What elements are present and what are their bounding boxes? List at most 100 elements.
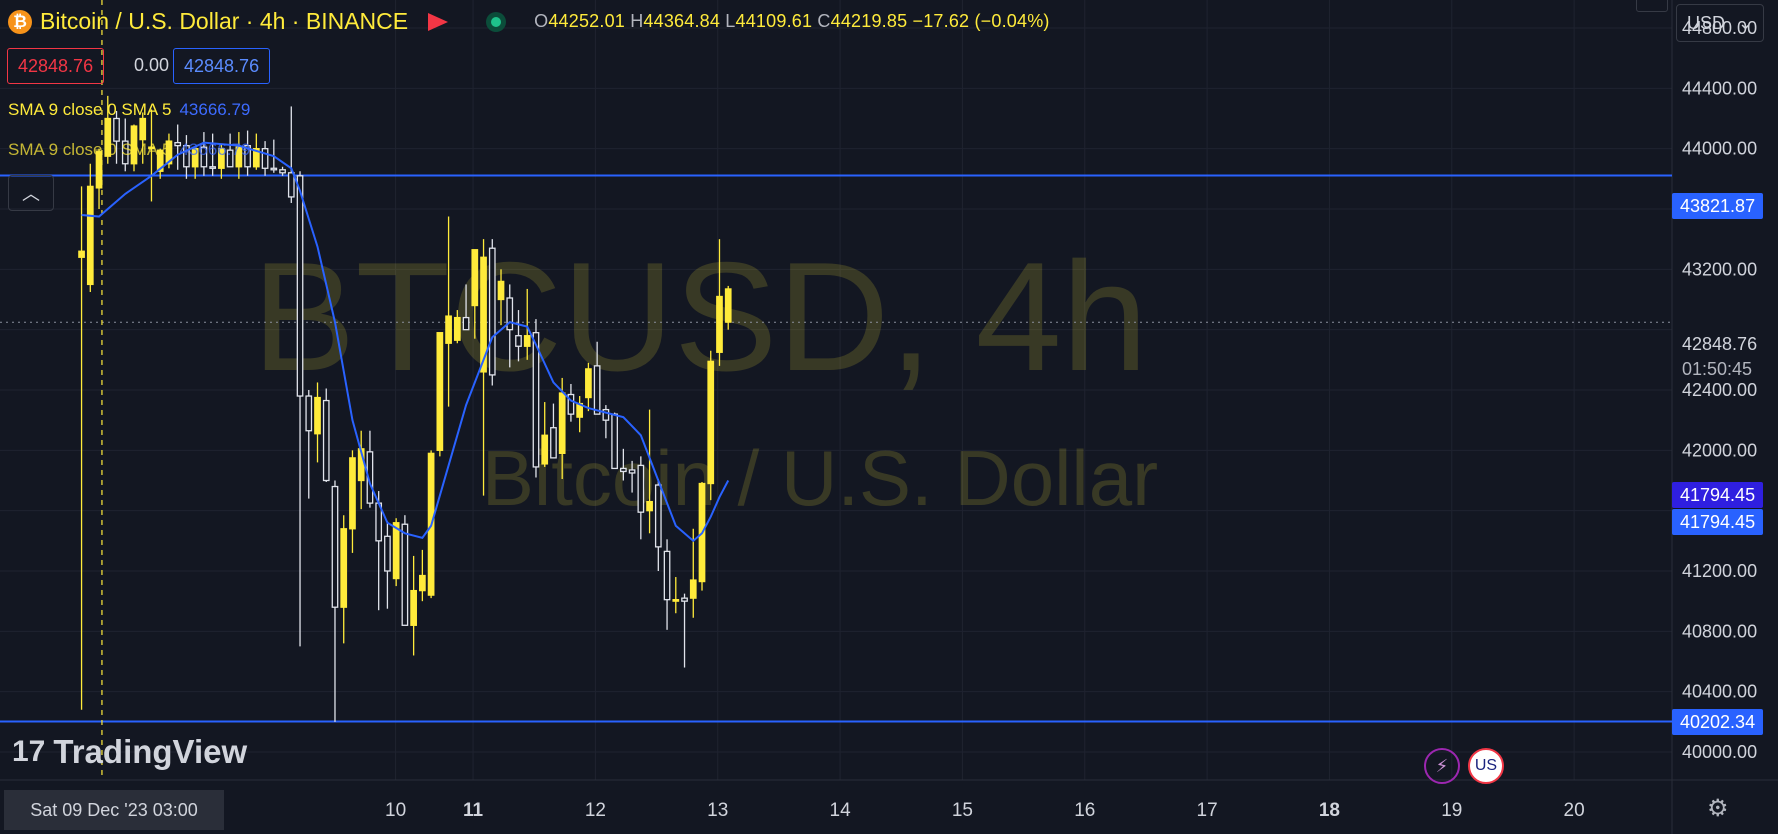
candle-body [619,467,627,473]
candle [200,132,208,176]
symbol-watermark: BTCUSD, 4h Bitcoin / U.S. Dollar [252,230,1158,522]
low-value: 44109.61 [735,11,813,31]
candle [654,478,662,571]
candle-body [401,523,409,626]
candle-body [183,144,190,168]
candle-body [567,393,575,415]
flag-icon[interactable] [428,12,449,31]
candle [593,341,601,415]
candle-body [384,535,391,572]
upper-line-tag[interactable]: 43821.87 [1672,193,1764,219]
candle-body [541,434,549,465]
candle [550,403,557,459]
price-tick-label: 40800.00 [1682,621,1757,641]
candle [515,310,522,362]
horizontal-lines[interactable] [0,174,1672,723]
candle [331,480,339,722]
candle [480,239,487,496]
candle [602,405,610,439]
candle [585,362,592,412]
sma-legend-value: 43666.79 [179,100,251,119]
candle-body [78,250,85,258]
candle [113,110,120,164]
candle-body [174,141,182,147]
tradingview-logo-text: TradingView [53,733,248,770]
buy-button[interactable]: 42848.76 [173,48,271,84]
time-axis-labels: 10 11 12 13 14 15 16 17 18 19 20 [385,800,1585,821]
candle-body [226,149,234,168]
candle-body [628,469,636,474]
time-tick-label: 12 [585,800,606,821]
candle [121,118,129,172]
candle-body [252,148,260,168]
candle-body [200,146,208,168]
candle-body [654,484,662,548]
candle-body [488,247,496,376]
sell-button[interactable]: 42848.76 [7,48,105,84]
candle-body [244,144,251,168]
candle-body [366,451,374,504]
bitcoin-icon: ₿ [8,9,32,34]
candle [453,310,461,344]
spread-value: 0.00 [134,55,170,75]
candle-body [724,288,732,323]
open-value: 44252.01 [548,11,625,31]
candle-body [165,140,173,165]
sma-price-tag: 41794.45 [1672,482,1764,508]
bolt-icon[interactable]: ⚡ [1424,748,1460,784]
candle [148,109,155,202]
candle [86,163,94,292]
candle-body [130,125,138,165]
candle-body [287,172,295,198]
settings-gear-icon[interactable]: ⚙ [1707,795,1729,822]
candle [663,539,671,630]
time-tick-label: 16 [1074,800,1095,821]
tradingview-logo[interactable]: 17 TradingView [12,733,247,771]
candles [78,95,732,722]
candle [689,528,697,618]
candle-body [585,368,592,399]
alert-icon[interactable] [1636,0,1668,12]
high-label: H [630,11,644,31]
market-status-icon[interactable] [486,11,507,32]
candle-body [471,249,479,307]
time-tick-label: 20 [1564,800,1585,821]
candle [541,402,549,467]
candle-body [95,151,103,189]
sma-legend-2[interactable]: SMA 9 close 0 SMA 5 43666.79 [8,140,250,160]
candle-body [558,392,566,454]
candle-body [707,360,715,485]
candle-body [349,457,356,530]
candle-body [305,395,313,432]
symbol-title[interactable]: Bitcoin / U.S. Dollar · 4h · BINANCE [40,8,409,34]
currency-select[interactable]: USD ⌄ [1676,4,1764,42]
candle-body [523,335,531,347]
candle-body [663,550,671,601]
candle-body [191,148,199,168]
lower-line-tag[interactable]: 40202.34 [1672,709,1764,735]
candle [619,448,627,481]
candle [261,141,269,176]
candle [445,216,452,407]
candle-body [550,427,557,459]
candle-body [314,396,321,435]
candle [244,130,251,176]
candle-body [148,146,155,150]
symbol-legend[interactable]: ₿ Bitcoin / U.S. Dollar · 4h · BINANCE O… [8,8,1050,35]
price-tick-label: 40400.00 [1682,682,1757,702]
candle [637,456,645,540]
open-label: O [534,11,549,31]
time-tick-label: 19 [1441,800,1462,821]
candle-body [462,316,470,331]
candle [78,186,85,710]
candle [497,269,505,326]
price-tick-label: 44000.00 [1682,139,1757,159]
price-axis-labels: 44800.0044400.0044000.0043600.0043200.00… [1682,18,1757,762]
candle [558,377,566,479]
sma-legend[interactable]: SMA 9 close 0 SMA 5 43666.79 [8,100,250,120]
collapse-legend-button[interactable]: ︿ [8,175,54,211]
candle [707,350,715,501]
us-flag-icon[interactable]: US [1468,748,1504,784]
